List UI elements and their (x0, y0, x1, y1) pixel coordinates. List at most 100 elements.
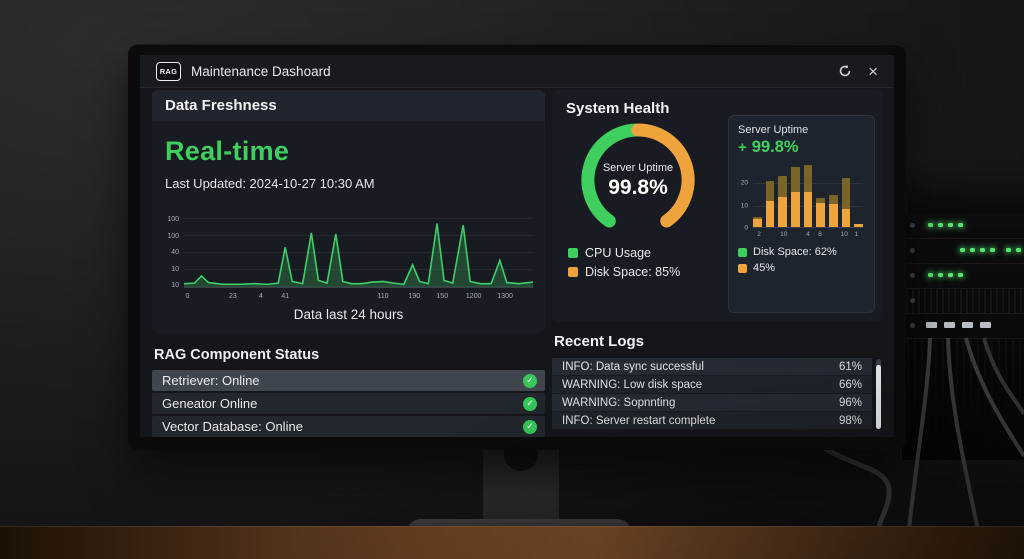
health-legend: CPU Usage Disk Space: 85% (568, 246, 680, 284)
close-icon[interactable]: × (868, 61, 878, 81)
led-group (1006, 248, 1021, 252)
status-led (948, 273, 953, 277)
legend-swatch-green (738, 247, 747, 257)
uptime-gauge: Server Uptime 99.8% (558, 118, 718, 244)
legend-item: Disk Space: 85% (568, 265, 680, 279)
status-led (928, 273, 933, 277)
led-group (960, 248, 995, 252)
status-label: Retriever: Online (162, 373, 260, 388)
uptime-legend: Disk Space: 62% 45% (738, 246, 865, 274)
bar-chart-bars (753, 163, 864, 228)
desk (0, 526, 1024, 559)
bar-chart-xaxis: 2 10 4 8 10 1 (757, 231, 859, 238)
legend-label: 45% (753, 262, 776, 274)
last-updated-text: Last Updated: 2024-10-27 10:30 AM (165, 176, 375, 191)
screw (910, 323, 915, 328)
log-value: 96% (838, 396, 862, 409)
monitor-stand-neck (483, 446, 559, 526)
gauge-value: 99.8% (608, 176, 668, 199)
status-led (928, 223, 933, 227)
scrollbar-thumb[interactable] (876, 365, 881, 429)
log-message: WARNING: Sopnnting (562, 396, 676, 409)
system-health-card: System Health Server Uptime 99.8% CPU Us… (552, 90, 883, 322)
component-status-card: RAG Component Status Retriever: Online ✓… (152, 343, 545, 437)
gauge-arcs (581, 123, 695, 228)
cable-plug (980, 322, 991, 328)
uptime-delta-value: 99.8% (751, 138, 799, 156)
app-logo: RAG (156, 61, 181, 81)
uptime-bar-chart: 20 10 0 2 10 4 8 10 1 (738, 163, 865, 239)
logs-scrollbar[interactable] (876, 359, 881, 429)
log-value: 66% (838, 378, 862, 391)
legend-swatch-green (568, 248, 578, 258)
status-label: Geneator Online (162, 396, 258, 411)
monitor: RAG Maintenance Dashoard × Data Freshnes… (128, 44, 906, 450)
status-label: Vector Database: Online (162, 419, 303, 434)
led-group (928, 223, 963, 227)
bar-chart-yaxis: 20 10 0 (740, 179, 748, 232)
log-row[interactable]: WARNING: Sopnnting 96% (552, 394, 872, 412)
status-led (1006, 248, 1011, 252)
logs-list: INFO: Data sync successful 61% WARNING: … (552, 358, 883, 430)
server-uptime-card: Server Uptime + 99.8% 20 10 0 2 10 4 8 10 1 (728, 115, 875, 313)
status-led (990, 248, 995, 252)
data-freshness-card: Data Freshness Real-time Last Updated: 2… (152, 90, 545, 333)
recent-logs-card: Recent Logs INFO: Data sync successful 6… (552, 327, 883, 437)
freshness-status: Real-time (165, 136, 290, 166)
led-group (928, 273, 963, 277)
legend-swatch-orange (738, 263, 747, 273)
title-bar: RAG Maintenance Dashoard × (140, 55, 894, 88)
status-row-vector-db[interactable]: Vector Database: Online ✓ (152, 416, 545, 437)
gauge-label: Server Uptime (602, 162, 674, 174)
status-led (948, 223, 953, 227)
legend-item: Disk Space: 62% (738, 246, 865, 258)
log-row[interactable]: WARNING: Low disk space 66% (552, 376, 872, 394)
legend-label: Disk Space: 62% (753, 246, 837, 258)
dashboard-window: RAG Maintenance Dashoard × Data Freshnes… (140, 55, 894, 437)
chart-caption: Data last 24 hours (293, 307, 404, 322)
status-led (980, 248, 985, 252)
status-led (938, 223, 943, 227)
legend-item: CPU Usage (568, 246, 680, 260)
component-status-title: RAG Component Status (154, 347, 320, 363)
system-health-title: System Health (566, 100, 670, 117)
shelf-box (908, 168, 1024, 214)
server-uptime-title: Server Uptime (738, 124, 809, 136)
window-controls: × (838, 63, 878, 80)
window-title: Maintenance Dashoard (191, 63, 331, 79)
legend-label: Disk Space: 85% (585, 265, 681, 279)
screw (910, 223, 915, 228)
status-led (1016, 248, 1021, 252)
check-icon: ✓ (523, 419, 537, 434)
uptime-delta: + 99.8% (738, 138, 865, 157)
rack-unit (902, 214, 1024, 239)
log-value: 98% (838, 414, 862, 427)
status-row-generator[interactable]: Geneator Online ✓ (152, 393, 545, 414)
plus-icon: + (738, 139, 747, 156)
status-led (958, 273, 963, 277)
freshness-chart: 100 100 40 10 10 0 23 4 41 110 190 150 1200 1300 (162, 216, 535, 302)
legend-label: CPU Usage (585, 246, 651, 260)
cable-plug (962, 322, 973, 328)
freshness-chart-yaxis: 100 100 40 10 10 (167, 216, 179, 289)
legend-swatch-orange (568, 267, 578, 277)
cable-plug (926, 322, 937, 328)
data-freshness-header: Data Freshness (152, 90, 545, 121)
freshness-line-series (184, 218, 533, 287)
log-message: INFO: Server restart complete (562, 414, 716, 427)
log-row[interactable]: INFO: Data sync successful 61% (552, 358, 872, 376)
status-row-retriever[interactable]: Retriever: Online ✓ (152, 370, 545, 391)
rack-vent (902, 289, 1024, 314)
log-value: 61% (838, 360, 862, 373)
check-icon: ✓ (523, 373, 537, 388)
screw (910, 273, 915, 278)
log-row[interactable]: INFO: Server restart complete 98% (552, 412, 872, 430)
rack-unit (902, 264, 1024, 289)
refresh-icon[interactable] (838, 64, 852, 78)
rack-unit (902, 239, 1024, 264)
check-icon: ✓ (523, 396, 537, 411)
log-message: WARNING: Low disk space (562, 378, 703, 391)
status-led (938, 273, 943, 277)
log-message: INFO: Data sync successful (562, 360, 704, 373)
